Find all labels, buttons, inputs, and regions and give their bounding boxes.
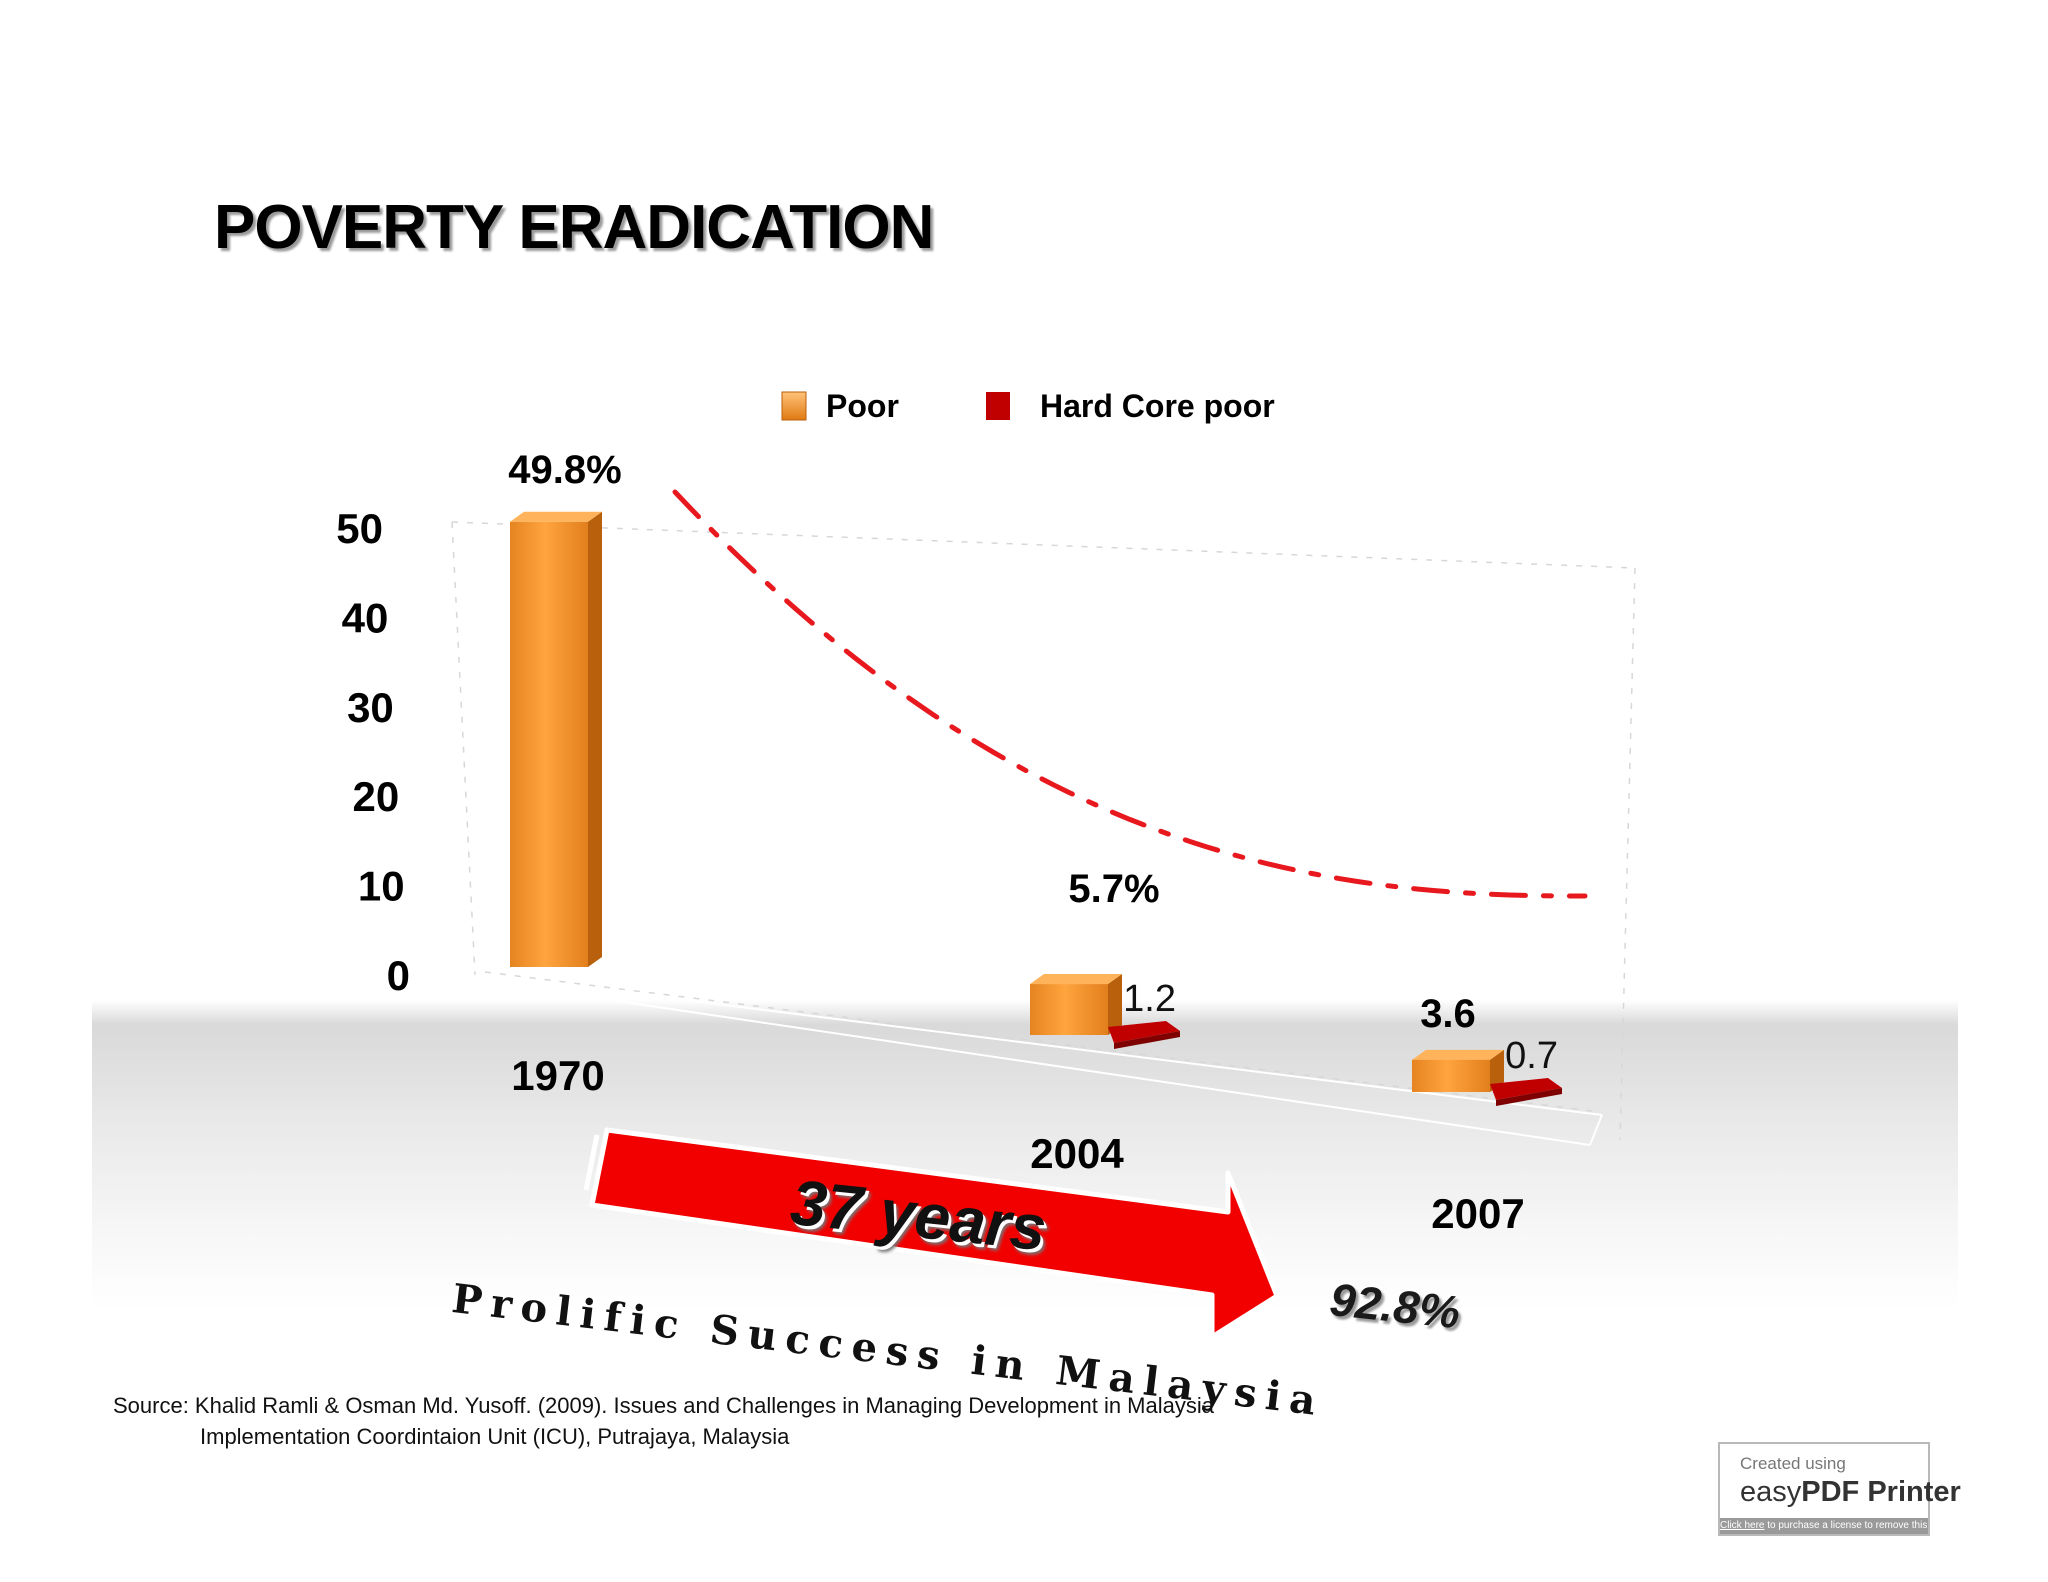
hardcore-value-label: 0.7 bbox=[1505, 1035, 1558, 1077]
bar-front bbox=[510, 521, 588, 967]
legend-swatch-hardcore bbox=[986, 392, 1010, 420]
x-tick-label: 2004 bbox=[1030, 1130, 1124, 1177]
easypdf-watermark[interactable]: Created using easyPDF Printer Click here… bbox=[1718, 1442, 1961, 1536]
legend-swatch-poor bbox=[781, 391, 807, 421]
source-line-1: Source: Khalid Ramli & Osman Md. Yusoff.… bbox=[113, 1393, 1214, 1418]
legend-item-poor: Poor bbox=[781, 388, 899, 424]
arrow-37-years bbox=[583, 1127, 1280, 1340]
bar-side bbox=[1490, 1049, 1504, 1092]
bar-poor-2007 bbox=[1412, 1049, 1504, 1092]
legend-label-poor: Poor bbox=[826, 388, 899, 424]
y-tick-label: 20 bbox=[352, 773, 399, 820]
hardcore-value-label: 1.2 bbox=[1123, 978, 1176, 1020]
source-line-2: Implementation Coordintaion Unit (ICU), … bbox=[200, 1424, 790, 1449]
trend-line bbox=[672, 489, 1588, 899]
watermark-license-link[interactable]: Click here to purchase a license to remo… bbox=[1720, 1518, 1928, 1534]
bar-poor-1970 bbox=[510, 511, 602, 967]
bars: 49.8% 1.2 5.7% 0.7 3.6 bbox=[508, 448, 1562, 1106]
watermark-brand: easyPDF Printer bbox=[1740, 1476, 1961, 1508]
legend-label-hardcore: Hard Core poor bbox=[1040, 388, 1275, 424]
plot-frame bbox=[451, 521, 1636, 1141]
bar-top bbox=[1030, 974, 1122, 985]
bar-top bbox=[1412, 1049, 1504, 1060]
poor-value-label: 3.6 bbox=[1420, 992, 1476, 1036]
bar-top bbox=[510, 511, 602, 522]
bar-front bbox=[1412, 1059, 1490, 1092]
watermark-created: Created using bbox=[1740, 1454, 1846, 1473]
source-citation: Source: Khalid Ramli & Osman Md. Yusoff.… bbox=[113, 1390, 1214, 1452]
bar-hardcore-edge bbox=[1114, 1031, 1180, 1049]
bar-hardcore-2004: 1.2 bbox=[1108, 978, 1180, 1049]
y-tick-label: 50 bbox=[336, 505, 383, 552]
bar-hardcore-slab bbox=[1108, 1021, 1180, 1043]
bar-side bbox=[1108, 974, 1122, 1035]
bar-hardcore-2007: 0.7 bbox=[1490, 1035, 1562, 1106]
x-tick-label: 2007 bbox=[1431, 1190, 1524, 1237]
bar-poor-2004 bbox=[1030, 974, 1122, 1035]
y-tick-label: 0 bbox=[387, 952, 410, 999]
bar-hardcore-slab bbox=[1490, 1078, 1562, 1100]
bar-side bbox=[588, 511, 602, 967]
bar-hardcore-edge bbox=[1496, 1088, 1562, 1106]
legend: Poor Hard Core poor bbox=[781, 388, 1275, 424]
trend-curve bbox=[672, 489, 1588, 899]
y-tick-label: 10 bbox=[358, 863, 405, 910]
y-tick-label: 40 bbox=[342, 594, 389, 641]
bar-front bbox=[1030, 984, 1108, 1035]
x-axis: 1970 2004 2007 bbox=[511, 1052, 1524, 1237]
x-tick-label: 1970 bbox=[511, 1052, 604, 1099]
y-tick-label: 30 bbox=[347, 684, 394, 731]
poor-value-label: 49.8% bbox=[508, 448, 621, 492]
page-title: POVERTY ERADICATION bbox=[214, 193, 934, 262]
poor-value-label: 5.7% bbox=[1068, 867, 1159, 911]
legend-item-hardcore: Hard Core poor bbox=[986, 388, 1275, 424]
y-axis: 0 10 20 30 40 50 bbox=[336, 505, 410, 999]
